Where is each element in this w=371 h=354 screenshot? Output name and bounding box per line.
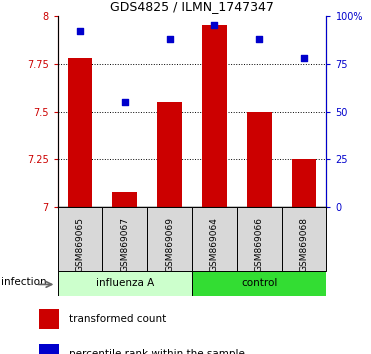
Bar [292,159,316,207]
Bar [39,344,59,354]
Text: GSM869064: GSM869064 [210,217,219,272]
Point [256,36,262,42]
Text: control: control [241,278,278,288]
Text: influenza A: influenza A [96,278,154,288]
Point [77,28,83,34]
Text: percentile rank within the sample: percentile rank within the sample [69,349,245,354]
FancyBboxPatch shape [192,207,237,271]
FancyBboxPatch shape [192,271,326,296]
Bar [202,25,227,207]
Title: GDS4825 / ILMN_1747347: GDS4825 / ILMN_1747347 [110,0,274,13]
Bar [157,102,182,207]
Text: transformed count: transformed count [69,314,166,324]
Bar [39,309,59,329]
Text: GSM869067: GSM869067 [120,217,129,272]
Point [211,23,217,28]
Point [122,99,128,105]
FancyBboxPatch shape [102,207,147,271]
FancyBboxPatch shape [147,207,192,271]
Text: infection: infection [1,277,47,287]
Text: GSM869068: GSM869068 [299,217,309,272]
FancyBboxPatch shape [282,207,326,271]
FancyBboxPatch shape [237,207,282,271]
Text: GSM869066: GSM869066 [255,217,264,272]
Bar [112,192,137,207]
Text: GSM869069: GSM869069 [165,217,174,272]
Text: GSM869065: GSM869065 [75,217,85,272]
Bar [68,58,92,207]
Bar [247,112,272,207]
FancyBboxPatch shape [58,207,102,271]
FancyBboxPatch shape [58,271,192,296]
Point [301,55,307,61]
Point [167,36,173,42]
